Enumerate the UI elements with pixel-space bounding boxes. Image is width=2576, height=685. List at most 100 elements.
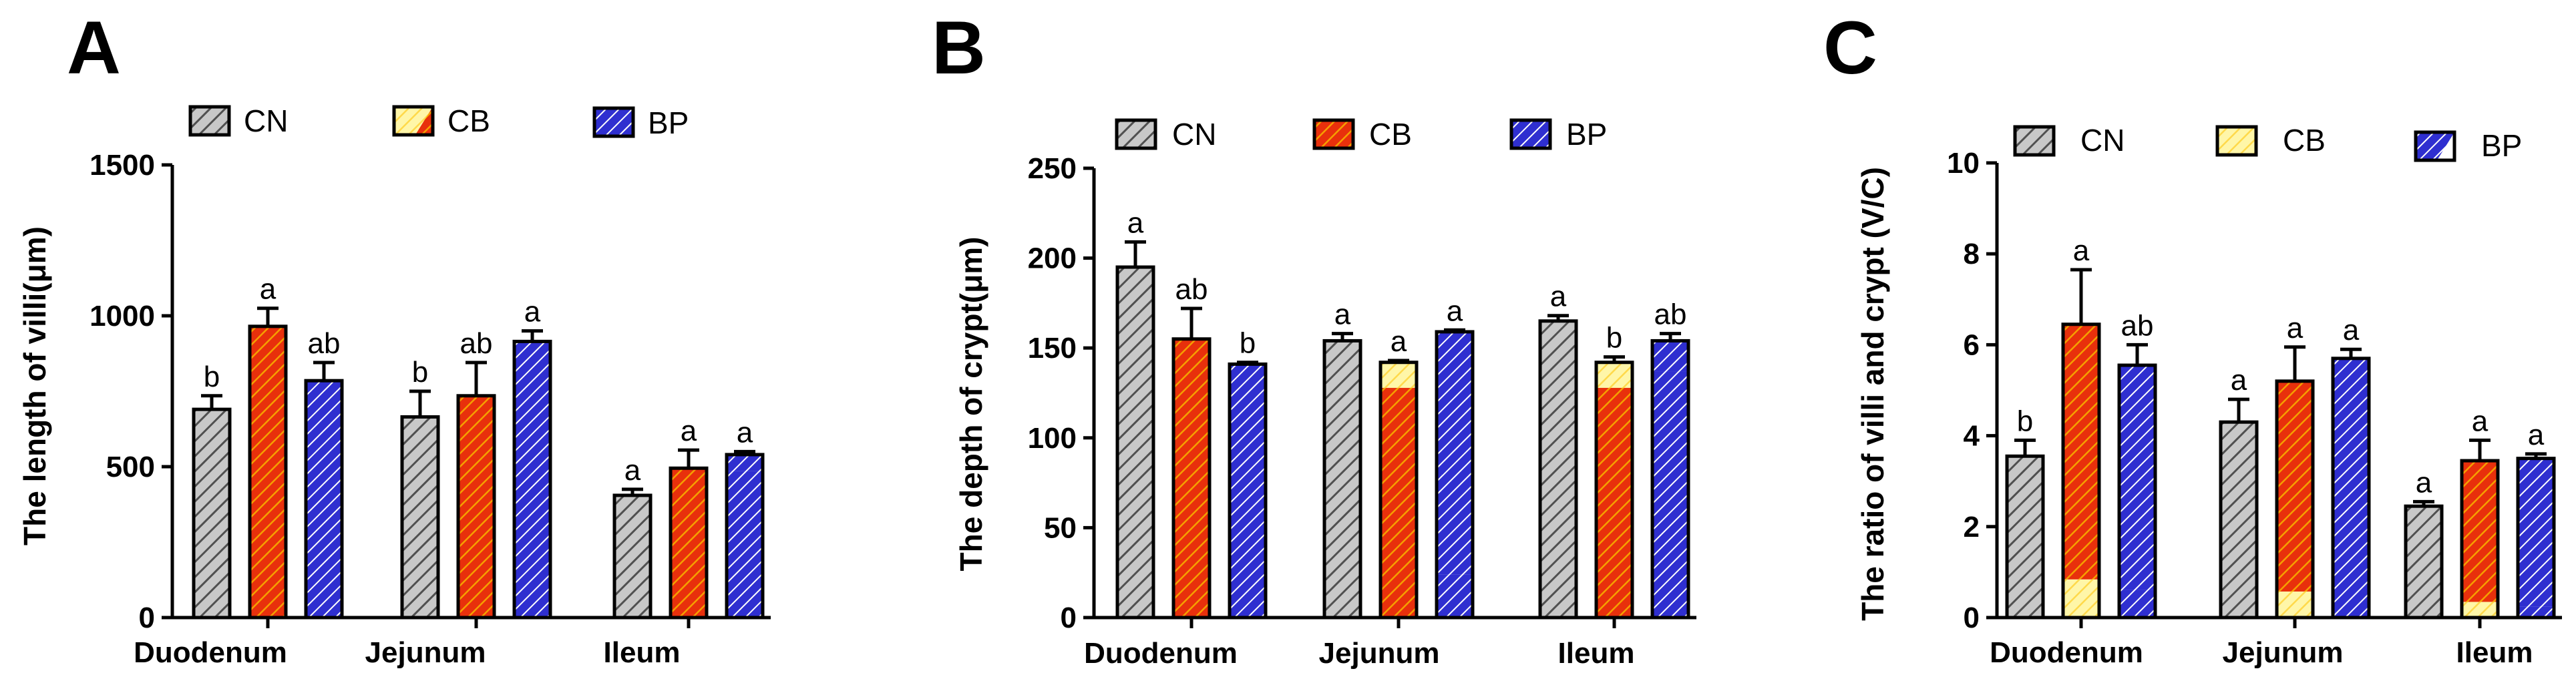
significance-label: a <box>1447 294 1463 327</box>
legend-label-c-bp: BP <box>2481 128 2522 163</box>
significance-label: b <box>204 361 220 393</box>
bar <box>1594 361 1634 620</box>
bar <box>669 466 709 620</box>
x-category-label: Duodenum <box>134 636 287 669</box>
significance-label: ab <box>2121 309 2154 342</box>
y-tick-label: 1500 <box>89 149 155 182</box>
bar-fill-bottom <box>1381 387 1417 618</box>
y-tick-label: 4 <box>1964 420 1980 453</box>
panel-b: B CN CB BP The depth of crypt(μm) 0 50 100… <box>932 6 1696 670</box>
panel-letter-a: A <box>67 6 121 89</box>
significance-label: a <box>2231 364 2247 397</box>
bar-fill <box>1540 320 1576 618</box>
bar <box>304 379 344 620</box>
significance-label: a <box>2343 314 2360 347</box>
legend-label-b-bp: BP <box>1566 117 1607 152</box>
bar <box>1650 338 1690 620</box>
bar-fill-bottom <box>2462 602 2498 618</box>
x-category-label: Ileum <box>604 636 681 669</box>
y-axis-label-b: The depth of crypt(μm) <box>954 237 988 572</box>
bar-fill <box>2406 506 2442 618</box>
legend-swatch-a-bp <box>592 106 635 138</box>
bar-fill-bottom <box>1652 371 1688 618</box>
bar-fill-top <box>1596 362 1632 388</box>
y-tick-label: 250 <box>1028 152 1077 185</box>
bar-fill-top <box>2063 324 2099 580</box>
bar <box>456 394 496 620</box>
bar <box>192 407 232 620</box>
x-category-label: Ileum <box>1558 637 1635 670</box>
bar <box>2117 363 2157 620</box>
y-axis-label-a: The length of villi(μm) <box>17 226 52 545</box>
legend-swatch-part <box>415 107 433 135</box>
bar <box>2516 457 2556 620</box>
legend-label-c-cn: CN <box>2080 123 2125 158</box>
panel-c: C CN CB BP The ratio of villi and crypt … <box>1823 6 2562 669</box>
bar-fill <box>1230 364 1266 618</box>
bar-fill-bottom <box>2277 592 2313 618</box>
bar <box>725 453 765 620</box>
y-tick-label: 1000 <box>89 300 155 332</box>
significance-label: a <box>681 415 697 447</box>
significance-label: ab <box>460 327 493 360</box>
significance-label: ab <box>308 327 341 360</box>
bar-fill <box>2007 456 2043 618</box>
significance-label: a <box>2073 234 2090 267</box>
bar-fill <box>514 341 550 618</box>
bar-fill-bottom <box>2063 579 2099 618</box>
bar <box>248 324 288 620</box>
y-tick-label: 50 <box>1044 511 1077 544</box>
significance-label: ab <box>1175 273 1208 306</box>
panel-a: A CN CB BP The length of villi(μm) 0 500 1… <box>17 6 771 669</box>
significance-label: a <box>2416 466 2432 499</box>
legend-label-b-cn: CN <box>1172 117 1216 152</box>
legend-swatch-b-cb <box>1312 118 1355 150</box>
bar-fill <box>306 381 342 618</box>
y-tick-label: 500 <box>106 451 155 483</box>
bar-fill <box>1324 340 1360 618</box>
bar-fill-top <box>1652 340 1688 372</box>
bar-fill-top <box>1437 331 1473 575</box>
legend-c: CN CB BP <box>2013 123 2522 163</box>
y-tick-label: 0 <box>1061 602 1077 634</box>
bar <box>1171 337 1212 620</box>
legend-label-a-cn: CN <box>244 103 288 138</box>
bar-fill <box>194 409 230 618</box>
bar-fill <box>1117 267 1153 618</box>
bar <box>2275 379 2315 620</box>
bar <box>2061 322 2101 620</box>
bar <box>1378 361 1419 620</box>
bar <box>1115 265 1155 620</box>
significance-label: a <box>1334 298 1351 331</box>
bar-fill <box>614 495 651 618</box>
x-category-label: Jejunum <box>365 636 486 669</box>
bar-fill-top <box>2277 381 2313 592</box>
legend-label-c-cb: CB <box>2283 123 2326 158</box>
significance-label: a <box>260 273 277 306</box>
x-category-label: Jejunum <box>1319 637 1440 670</box>
legend-swatch-b-cn <box>1115 118 1157 150</box>
bar <box>2460 459 2500 620</box>
legend-a: CN CB BP <box>188 103 689 140</box>
bar-fill-top <box>2518 458 2554 607</box>
bar <box>400 415 440 620</box>
significance-label: a <box>524 296 541 328</box>
bar <box>2331 357 2371 620</box>
y-tick-label: 10 <box>1947 147 1980 180</box>
panel-letter-b: B <box>932 6 986 89</box>
bar <box>2219 420 2259 620</box>
legend-swatch-c-cb <box>2215 125 2258 157</box>
bar-fill-top <box>1381 362 1417 388</box>
bar <box>1228 362 1268 620</box>
bar-fill-bottom <box>1437 574 1473 618</box>
legend-b: CN CB BP <box>1115 117 1607 152</box>
bar-fill <box>458 395 494 618</box>
y-tick-label: 100 <box>1028 422 1077 455</box>
x-category-label: Duodenum <box>1084 637 1238 670</box>
bar-fill <box>1173 338 1210 618</box>
legend-swatch-part <box>2436 132 2454 160</box>
x-category-label: Jejunum <box>2223 636 2344 669</box>
